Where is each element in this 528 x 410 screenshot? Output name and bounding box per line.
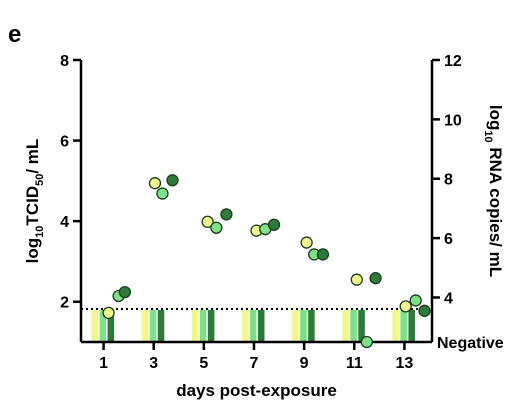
x-tick-label-9: 9 [300,355,309,372]
right-y-tick-label-6: 6 [444,231,453,248]
right-y-title-prefix: log [486,105,505,131]
right-y-tick-label-10: 10 [444,112,462,129]
negative-bar-day-11-1 [342,309,349,342]
data-point-18 [369,272,382,285]
negative-bar-day-11-2 [350,309,357,342]
negative-bar-day-7-2 [249,309,257,342]
x-tick-label-11: 11 [346,355,363,372]
x-tick-label-5: 5 [199,355,208,372]
negative-bar-stripe-day-9-1 [296,309,299,342]
negative-bar-day-11-3 [358,309,365,342]
negative-bar-stripe-day-7-3 [262,309,265,342]
negative-bar-day-13-3 [408,309,415,342]
negative-bar-day-1-2 [99,309,107,342]
data-point-13 [300,236,313,249]
data-points [102,174,431,349]
negative-bar-stripe-day-11-2 [354,309,357,342]
data-point-7 [201,215,214,228]
negative-label: Negative [437,335,504,352]
data-point-4 [148,177,162,190]
negative-bar-stripe-day-7-1 [246,309,249,342]
negative-bar-stripe-day-11-1 [346,309,349,342]
negative-bar-day-3-1 [141,309,149,342]
negative-bar-day-9-1 [292,309,299,342]
negative-bar-stripe-day-5-2 [204,309,207,342]
x-tick-label-7: 7 [250,355,259,372]
negative-bar-day-13-2 [400,309,407,342]
negative-bar-day-13-1 [392,309,399,342]
left-y-ticks: 2 4 6 8 [60,53,81,312]
negative-bar-stripe-day-1-3 [112,309,115,342]
data-point-17 [360,335,373,349]
right-y-tick-label-12: 12 [444,53,462,70]
data-point-3 [118,285,132,299]
x-tick-label-3: 3 [149,355,158,372]
negative-bar-day-5-2 [199,309,207,342]
x-ticks: 1 3 5 7 9 11 13 [99,342,413,372]
data-point-9 [220,208,233,221]
negative-bar-day-5-1 [191,309,199,342]
left-y-title-sub: 10 [34,226,46,238]
left-y-title-suffix: / mL [23,139,42,174]
right-y-tick-label-8: 8 [444,172,453,189]
negative-bars [91,309,415,342]
data-point-20 [409,294,422,307]
negative-bar-day-3-3 [157,309,165,342]
negative-bar-stripe-day-13-3 [412,309,415,342]
left-y-tick-label-2: 2 [60,295,69,312]
negative-bar-day-1-1 [91,309,99,342]
left-y-tick-label-4: 4 [60,214,69,231]
left-y-tick-label-8: 8 [60,53,69,70]
negative-bar-stripe-day-13-1 [396,309,399,342]
panel-letter: e [8,21,21,48]
negative-bar-stripe-day-3-1 [146,309,149,342]
negative-bar-day-9-3 [308,309,315,342]
negative-bar-stripe-day-1-2 [104,309,107,342]
right-y-tick-label-4: 4 [444,290,453,307]
negative-bar-stripe-day-13-2 [404,309,407,342]
data-point-15 [316,248,330,261]
data-point-5 [156,187,169,200]
negative-bar-stripe-day-5-3 [212,309,215,342]
right-y-title-suffix: RNA copies/ mL [486,143,505,277]
negative-bar-day-3-2 [149,309,157,342]
negative-bar-stripe-day-9-3 [312,309,315,342]
negative-bar-stripe-day-3-2 [154,309,157,342]
negative-bar-day-7-1 [241,309,249,342]
data-point-16 [350,273,363,286]
left-y-tick-label-6: 6 [60,134,69,151]
negative-bar-day-5-3 [207,309,215,342]
negative-bar-stripe-day-1-1 [96,309,99,342]
x-axis-title: days post-exposure [176,381,337,400]
negative-bar-stripe-day-11-3 [362,309,365,342]
right-y-title-sub: 10 [482,130,494,142]
negative-bar-stripe-day-7-2 [254,309,257,342]
negative-bar-day-7-3 [257,309,265,342]
data-point-19 [399,300,412,313]
negative-bar-day-1-3 [107,309,115,342]
negative-bar-stripe-day-3-3 [162,309,165,342]
negative-bar-stripe-day-9-2 [304,309,307,342]
data-point-12 [267,218,281,231]
negative-bar-day-9-2 [300,309,307,342]
left-y-axis-title: log10TCID50/ mL [23,139,46,264]
right-y-axis-title: log10 RNA copies/ mL [482,105,505,277]
right-y-ticks: 4 6 8 10 12 [432,53,462,307]
left-y-title-main-sub: 50 [34,174,46,186]
left-y-title-main: TCID [23,186,42,226]
data-point-8 [210,221,223,234]
x-tick-label-1: 1 [99,355,108,372]
negative-bar-stripe-day-5-1 [196,309,199,342]
data-point-6 [166,174,179,187]
left-y-title-prefix: log [23,238,42,264]
data-point-21 [418,304,431,317]
data-point-1 [102,306,115,320]
x-tick-label-13: 13 [396,355,414,372]
